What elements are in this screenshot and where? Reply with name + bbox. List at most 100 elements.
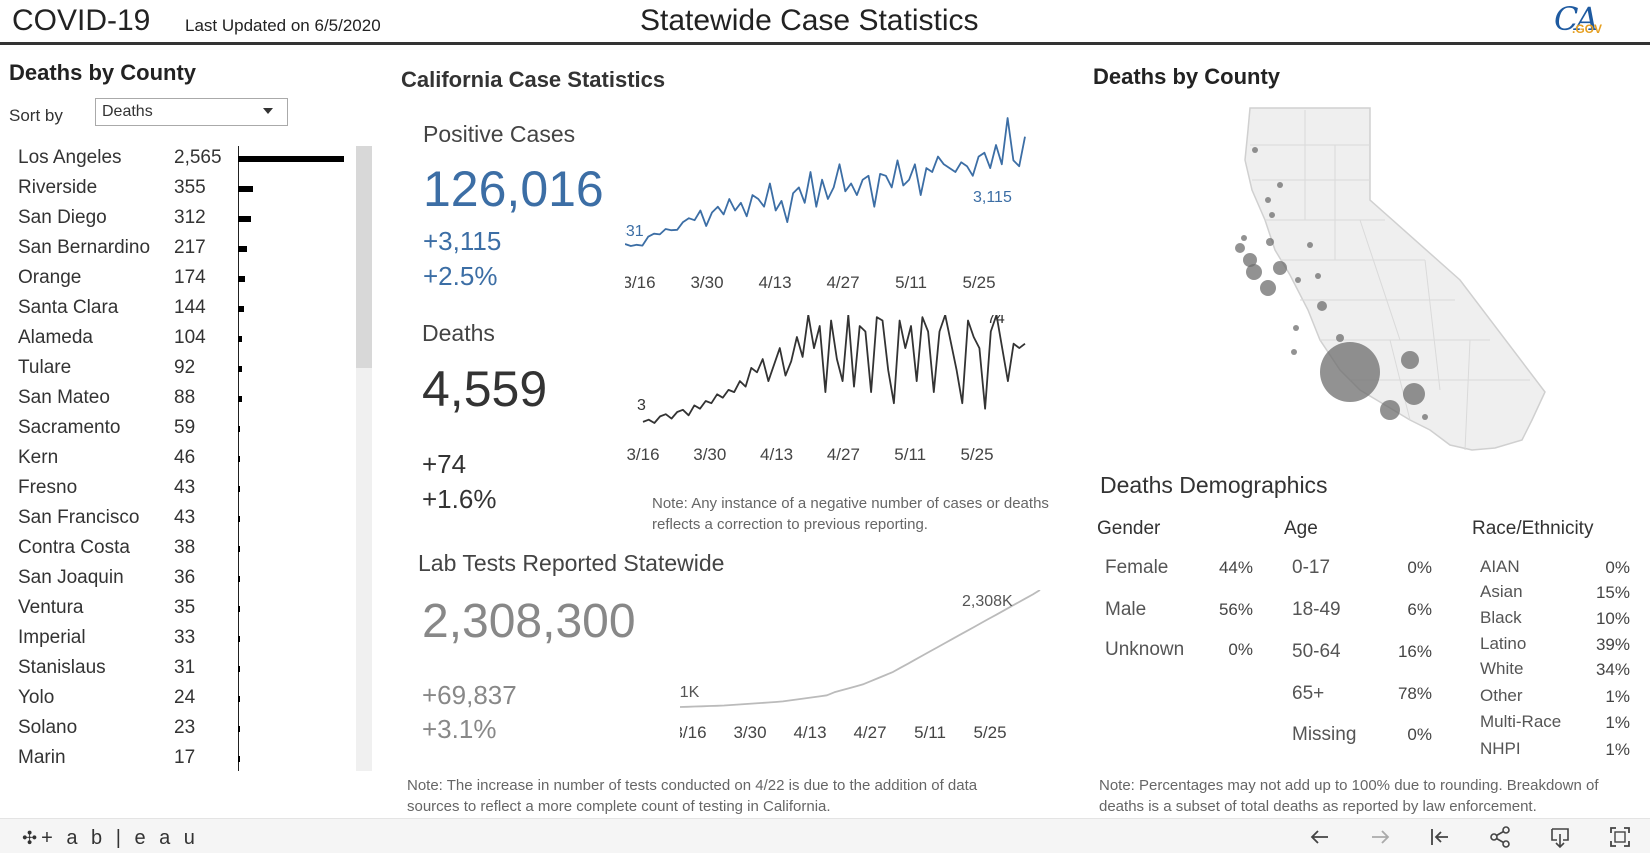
county-deaths: 174 <box>174 267 206 288</box>
ca-gov-logo[interactable]: CA .GOV <box>1550 0 1614 40</box>
county-bar[interactable] <box>238 306 244 312</box>
county-bar[interactable] <box>238 336 243 342</box>
death-bubble[interactable] <box>1403 383 1425 405</box>
county-bar[interactable] <box>238 276 246 282</box>
death-bubble[interactable] <box>1246 264 1262 280</box>
deaths-pct: +1.6% <box>422 484 497 514</box>
tableau-logo[interactable]: ✣ + a b | e a u <box>22 827 199 850</box>
sort-by-select[interactable]: Deaths <box>95 98 288 126</box>
death-bubble[interactable] <box>1380 400 1400 420</box>
county-row[interactable]: Fresno 43 <box>0 474 352 504</box>
scrollbar-thumb[interactable] <box>356 146 372 368</box>
tableau-cross-icon: ✣ <box>22 828 38 848</box>
county-row[interactable]: San Diego 312 <box>0 204 352 234</box>
county-row[interactable]: Yolo 24 <box>0 684 352 714</box>
death-bubble[interactable] <box>1273 261 1287 275</box>
race-value: 15% <box>1595 583 1630 602</box>
deaths-delta: +74 <box>422 449 467 479</box>
county-bar[interactable] <box>238 366 242 372</box>
county-bar[interactable] <box>238 576 240 582</box>
positive-cases-chart[interactable]: 3/16 3/30 4/13 4/27 5/11 5/25 331 3,115 <box>625 110 1075 300</box>
chevron-down-icon <box>263 108 273 114</box>
redo-icon[interactable] <box>1368 825 1392 849</box>
county-bar[interactable] <box>238 666 240 672</box>
county-bar[interactable] <box>238 456 240 462</box>
death-bubble[interactable] <box>1307 242 1313 248</box>
death-bubble[interactable] <box>1265 197 1271 203</box>
county-row[interactable]: Sacramento 59 <box>0 414 352 444</box>
county-row[interactable]: Solano 23 <box>0 714 352 744</box>
death-bubble[interactable] <box>1260 280 1276 296</box>
death-bubble[interactable] <box>1241 235 1247 241</box>
county-bar[interactable] <box>238 726 240 732</box>
county-bar[interactable] <box>238 396 242 402</box>
county-bar[interactable] <box>238 636 240 642</box>
county-row[interactable]: San Joaquin 36 <box>0 564 352 594</box>
county-row[interactable]: Kern 46 <box>0 444 352 474</box>
death-bubble[interactable] <box>1291 349 1297 355</box>
lab-tests-line[interactable] <box>680 590 1041 708</box>
death-bubble[interactable] <box>1422 414 1428 420</box>
death-bubble[interactable] <box>1277 182 1283 188</box>
county-row[interactable]: Marin 17 <box>0 744 352 774</box>
county-bar[interactable] <box>238 606 240 612</box>
death-bubble[interactable] <box>1293 325 1299 331</box>
deaths-line[interactable] <box>642 315 1026 424</box>
age-header: Age <box>1284 518 1318 539</box>
deaths-chart[interactable]: 3/16 3/30 4/13 4/27 5/11 5/25 3 74 <box>625 315 1075 480</box>
death-bubble[interactable] <box>1252 147 1258 153</box>
county-row[interactable]: Alameda 104 <box>0 324 352 354</box>
county-row[interactable]: Los Angeles 2,565 <box>0 144 352 174</box>
death-bubble[interactable] <box>1295 277 1301 283</box>
app-title: COVID-19 <box>12 4 151 37</box>
death-bubble[interactable] <box>1401 351 1419 369</box>
county-row[interactable]: San Bernardino 217 <box>0 234 352 264</box>
county-name: Riverside <box>18 177 98 198</box>
county-row[interactable]: Tulare 92 <box>0 354 352 384</box>
death-bubble[interactable] <box>1269 212 1275 218</box>
county-bar[interactable] <box>238 486 240 492</box>
death-bubble[interactable] <box>1243 253 1257 267</box>
county-row[interactable]: Imperial 33 <box>0 624 352 654</box>
county-row[interactable]: San Mateo 88 <box>0 384 352 414</box>
undo-icon[interactable] <box>1308 825 1332 849</box>
county-bar[interactable] <box>238 756 240 762</box>
death-bubble[interactable] <box>1320 342 1380 402</box>
county-row[interactable]: San Francisco 43 <box>0 504 352 534</box>
race-value: 10% <box>1595 609 1630 628</box>
county-bar[interactable] <box>238 696 240 702</box>
positive-cases-line[interactable] <box>625 117 1026 247</box>
county-row[interactable]: Santa Clara 144 <box>0 294 352 324</box>
county-name: Kern <box>18 447 59 468</box>
death-bubble[interactable] <box>1317 301 1327 311</box>
county-row[interactable]: Stanislaus 31 <box>0 654 352 684</box>
county-bar[interactable] <box>238 156 344 162</box>
lab-tests-x-tick: 3/30 <box>733 723 766 742</box>
revert-icon[interactable] <box>1428 825 1452 849</box>
county-row[interactable]: Ventura 35 <box>0 594 352 624</box>
california-map[interactable] <box>1210 100 1550 460</box>
death-bubble[interactable] <box>1336 334 1344 342</box>
deaths-x-tick: 4/27 <box>827 445 860 464</box>
age-label: 50-64 <box>1292 641 1341 662</box>
county-bar[interactable] <box>238 246 247 252</box>
case-statistics-title: California Case Statistics <box>401 67 666 92</box>
county-row[interactable]: Orange 174 <box>0 264 352 294</box>
death-bubble[interactable] <box>1235 243 1245 253</box>
county-bar[interactable] <box>238 516 240 522</box>
death-bubble[interactable] <box>1266 238 1274 246</box>
lab-tests-chart[interactable]: 3/16 3/30 4/13 4/27 5/11 5/25 11K 2,308K <box>680 590 1080 750</box>
download-icon[interactable] <box>1548 825 1572 849</box>
county-row[interactable]: Contra Costa 38 <box>0 534 352 564</box>
share-icon[interactable] <box>1488 825 1512 849</box>
county-bar[interactable] <box>238 186 253 192</box>
county-deaths: 144 <box>174 297 206 318</box>
county-bar[interactable] <box>238 426 241 432</box>
race-label: AIAN <box>1480 557 1520 576</box>
race-value: 34% <box>1595 660 1630 679</box>
county-row[interactable]: Riverside 355 <box>0 174 352 204</box>
fullscreen-icon[interactable] <box>1608 825 1632 849</box>
death-bubble[interactable] <box>1315 273 1321 279</box>
county-bar[interactable] <box>238 216 251 222</box>
county-bar[interactable] <box>238 546 240 552</box>
